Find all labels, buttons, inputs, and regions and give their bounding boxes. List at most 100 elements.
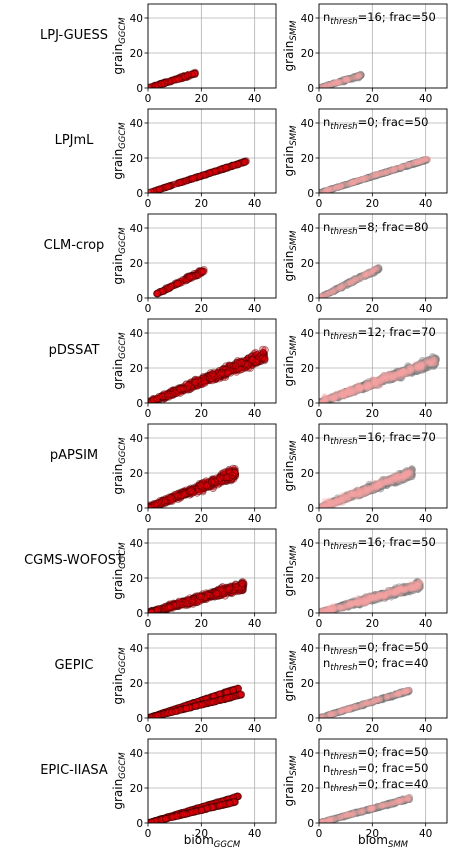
scatter-point xyxy=(327,82,334,88)
scatter-point xyxy=(321,187,328,193)
scatter-point xyxy=(366,270,374,278)
scatter-point xyxy=(337,285,344,292)
scatter-point xyxy=(320,187,328,193)
scatter-point xyxy=(335,79,342,86)
scatter-point xyxy=(331,80,339,88)
scatter-point xyxy=(395,165,403,173)
scatter-point xyxy=(366,268,374,276)
scatter-point xyxy=(404,162,412,170)
scatter-point xyxy=(343,279,351,287)
scatter-point xyxy=(338,283,345,290)
scatter-point xyxy=(390,166,398,174)
scatter-point xyxy=(414,159,421,166)
scatter-point xyxy=(329,184,337,193)
scatter-point xyxy=(351,276,359,284)
scatter-point xyxy=(424,155,431,162)
scatter-point xyxy=(218,369,226,377)
scatter-point xyxy=(346,180,353,187)
scatter-point xyxy=(362,272,370,280)
scatter-point xyxy=(410,160,418,168)
y-tick-label: 0 xyxy=(136,398,143,410)
x-tick-label: 40 xyxy=(419,198,432,210)
scatter-point xyxy=(368,268,376,276)
model-label: CGMS-WOFOST xyxy=(24,553,124,568)
scatter-point xyxy=(329,185,337,193)
y-tick-label: 20 xyxy=(301,258,314,270)
scatter-point xyxy=(354,177,361,184)
scatter-point xyxy=(379,169,387,177)
scatter-point xyxy=(327,185,335,193)
scatter-point xyxy=(345,75,353,83)
scatter-point xyxy=(341,76,348,83)
scatter-point xyxy=(219,165,227,173)
scatter-point xyxy=(356,273,364,281)
scatter-point xyxy=(364,270,372,278)
scatter-point xyxy=(372,171,381,180)
x-tick-label: 40 xyxy=(248,513,261,525)
scatter-point xyxy=(348,278,355,285)
x-tick-label: 40 xyxy=(419,513,432,525)
scatter-point xyxy=(353,72,362,80)
scatter-point xyxy=(385,167,393,175)
scatter-point xyxy=(372,171,381,179)
scatter-point xyxy=(420,156,427,163)
scatter-points xyxy=(153,265,208,298)
scatter-point xyxy=(175,75,183,83)
scatter-point xyxy=(401,162,409,170)
scatter-point xyxy=(386,376,393,383)
scatter-point xyxy=(362,270,370,278)
scatter-point xyxy=(228,471,236,480)
scatter-point xyxy=(333,183,341,191)
scatter-point xyxy=(319,83,326,88)
scatter-point xyxy=(363,270,371,279)
scatter-point xyxy=(351,178,359,186)
scatter-point xyxy=(353,73,360,80)
scatter-point xyxy=(344,388,351,395)
scatter-point xyxy=(404,161,411,168)
scatter-point xyxy=(350,179,357,186)
scatter-point xyxy=(399,163,406,170)
scatter-point xyxy=(338,495,345,502)
scatter-point xyxy=(358,273,365,280)
scatter-point xyxy=(378,170,386,178)
scatter-point xyxy=(320,188,328,193)
scatter-point xyxy=(328,287,336,295)
scatter-point xyxy=(355,72,363,80)
scatter-point xyxy=(351,277,359,285)
scatter-point xyxy=(407,160,415,168)
scatter-point xyxy=(321,187,329,193)
scatter-point xyxy=(336,283,344,291)
scatter-point xyxy=(334,284,342,292)
axes-frame xyxy=(318,213,448,299)
scatter-point xyxy=(356,72,364,80)
x-tick-label: 0 xyxy=(145,408,152,420)
scatter-point xyxy=(354,74,363,82)
scatter-point xyxy=(349,75,357,83)
scatter-point xyxy=(339,77,347,86)
scatter-point xyxy=(411,159,420,167)
y-axis-label: grainSMM xyxy=(282,20,299,72)
y-tick-label: 0 xyxy=(136,188,143,200)
scatter-point xyxy=(373,265,381,273)
scatter-point xyxy=(344,280,352,288)
scatter-point xyxy=(392,165,400,173)
scatter-points xyxy=(319,264,383,298)
y-axis-label: grainSMM xyxy=(282,440,299,492)
scatter-point xyxy=(363,174,371,182)
scatter-point xyxy=(348,179,356,187)
scatter-point xyxy=(336,183,343,190)
scatter-point xyxy=(320,82,327,88)
scatter-point xyxy=(339,282,347,290)
scatter-point xyxy=(375,377,382,384)
scatter-point xyxy=(330,79,338,87)
scatter-point xyxy=(153,289,162,298)
scatter-point xyxy=(366,173,374,181)
scatter-point xyxy=(328,80,336,88)
scatter-point xyxy=(323,82,331,88)
scatter-point xyxy=(353,73,361,81)
scatter-point xyxy=(339,77,347,85)
scatter-point xyxy=(334,78,341,85)
scatter-point xyxy=(405,161,413,169)
